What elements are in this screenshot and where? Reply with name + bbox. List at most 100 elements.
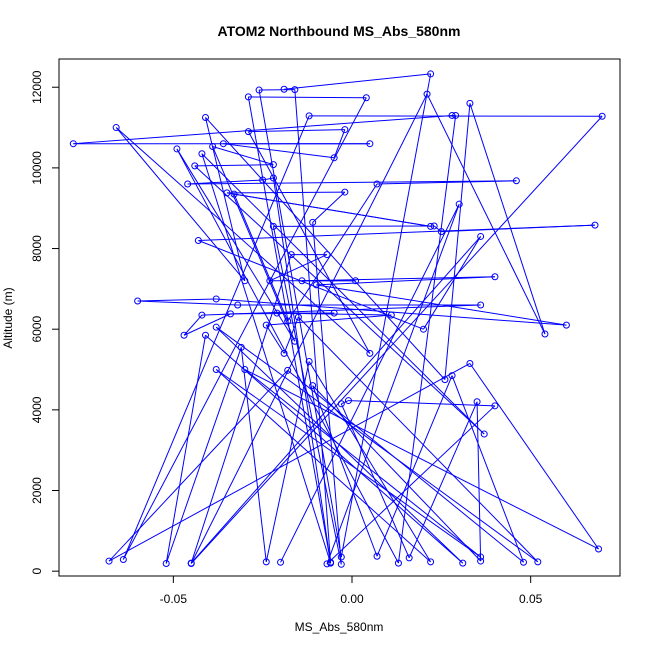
data-point	[373, 180, 381, 188]
data-point	[212, 323, 220, 331]
series-segment	[190, 115, 603, 564]
data-point	[284, 317, 292, 325]
data-point	[209, 143, 217, 151]
series-segment	[248, 96, 367, 99]
series-segment	[223, 143, 335, 159]
data-point	[534, 558, 542, 566]
data-point	[259, 176, 267, 184]
series-segment	[272, 226, 342, 565]
series-segment	[312, 222, 342, 565]
data-point	[595, 545, 603, 553]
series-segment	[348, 400, 495, 407]
series-segment	[265, 361, 310, 562]
series-segment	[326, 204, 460, 565]
data-point	[491, 402, 499, 410]
series-segment	[198, 224, 596, 241]
series-segment	[122, 97, 367, 560]
data-point	[269, 174, 277, 182]
data-point	[244, 128, 252, 136]
data-point	[180, 331, 188, 339]
series-segment	[284, 73, 431, 90]
series-segment	[469, 103, 546, 335]
data-point	[466, 99, 474, 107]
series-segment	[341, 400, 349, 405]
series-segment	[287, 369, 524, 563]
series-segment	[326, 405, 496, 565]
series-segment	[312, 385, 482, 562]
data-point	[255, 86, 263, 94]
data-point	[266, 277, 274, 285]
data-point	[330, 154, 338, 162]
data-point	[477, 553, 485, 561]
series-segment	[226, 192, 431, 227]
data-point	[466, 359, 474, 367]
series-segment	[190, 236, 482, 564]
series-segment	[165, 347, 242, 564]
series-segment	[205, 117, 246, 281]
series-segment	[187, 179, 263, 185]
series-segment	[316, 276, 495, 286]
data-point	[134, 297, 142, 305]
series-segment	[115, 127, 246, 282]
series-segment	[183, 314, 203, 336]
series-segment	[312, 191, 346, 223]
series-segment	[397, 115, 457, 564]
data-point	[184, 180, 192, 188]
series-segment	[205, 334, 464, 564]
data-point	[162, 559, 170, 567]
x-tick-label: 0.05	[519, 592, 543, 606]
data-point	[323, 251, 331, 259]
data-point	[262, 558, 270, 566]
data-point	[291, 337, 299, 345]
data-point	[437, 228, 445, 236]
data-point	[477, 557, 485, 565]
data-point	[198, 311, 206, 319]
data-point	[244, 93, 252, 101]
y-tick-label: 10000	[30, 151, 44, 185]
data-point	[173, 145, 181, 153]
data-point	[366, 140, 374, 148]
series-points	[69, 70, 606, 568]
data-point	[69, 140, 77, 148]
data-point	[477, 301, 485, 309]
series-lines	[73, 73, 603, 565]
data-point	[362, 94, 370, 102]
data-point	[448, 111, 456, 119]
chart-title: ATOM2 Northbound MS_Abs_580nm	[218, 23, 461, 39]
data-point	[112, 124, 120, 132]
data-point	[459, 559, 467, 567]
data-point	[262, 321, 270, 329]
data-point	[452, 111, 460, 119]
series-segment	[298, 316, 539, 563]
series-segment	[476, 401, 482, 562]
data-point	[305, 112, 313, 120]
series-segment	[244, 369, 599, 550]
data-point	[405, 554, 413, 562]
y-tick-label: 6000	[30, 316, 44, 343]
data-point	[541, 330, 549, 338]
series-segment	[115, 127, 371, 354]
data-point	[280, 85, 288, 93]
y-tick-label: 12000	[30, 70, 44, 104]
data-point	[294, 313, 302, 321]
series-segment	[312, 385, 378, 557]
series-segment	[183, 313, 231, 336]
data-point	[598, 112, 606, 120]
data-point	[427, 70, 435, 78]
series-segment	[73, 114, 453, 145]
data-point	[212, 366, 220, 374]
data-point	[480, 430, 488, 438]
data-point	[280, 349, 288, 357]
data-point	[520, 558, 528, 566]
data-point	[394, 559, 402, 567]
series-segment	[408, 401, 478, 559]
data-point	[512, 177, 520, 185]
series-segment	[176, 148, 399, 564]
series-segment	[444, 103, 471, 380]
data-point	[273, 309, 281, 317]
data-point	[387, 311, 395, 319]
data-point	[277, 558, 285, 566]
series-segment	[215, 369, 481, 558]
data-point	[298, 277, 306, 285]
